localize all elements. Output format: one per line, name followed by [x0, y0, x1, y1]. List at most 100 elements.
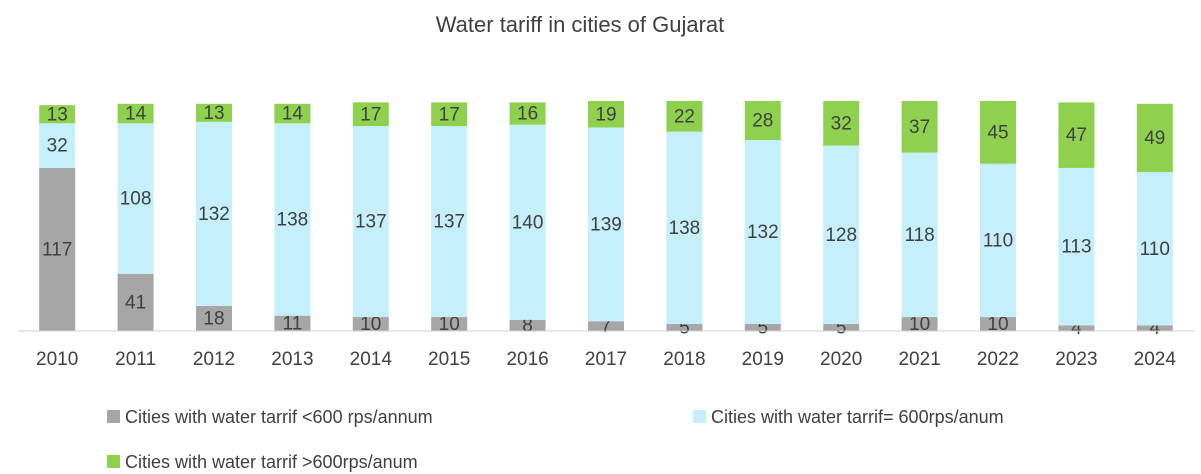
legend-label: Cities with water tarrif= 600rps/anum	[711, 407, 1004, 427]
bar-segment	[980, 317, 1016, 331]
bar-segment	[431, 102, 468, 127]
x-tick-label: 2024	[1134, 349, 1177, 370]
data-label: 132	[198, 204, 230, 225]
bar-segment	[509, 124, 546, 320]
data-label: 28	[752, 111, 773, 132]
legend-swatch	[107, 455, 120, 468]
data-label: 132	[747, 222, 779, 243]
x-tick-label: 2020	[820, 349, 862, 370]
bar-segment	[588, 321, 624, 331]
data-label: 137	[433, 212, 465, 233]
bar-segment	[666, 101, 703, 132]
chart-title: Water tariff in cities of Gujarat	[436, 12, 725, 37]
bar-segment	[744, 101, 781, 141]
bar-segment	[744, 324, 781, 331]
data-label: 10	[909, 314, 930, 335]
data-label: 140	[512, 212, 544, 233]
bar-segment	[117, 273, 154, 331]
bar-segment	[901, 152, 938, 318]
bar-segment	[666, 324, 703, 331]
x-tick-label: 2023	[1055, 349, 1097, 370]
x-tick-label: 2013	[271, 349, 313, 370]
bar-segment	[588, 101, 624, 128]
data-label: 19	[595, 104, 616, 125]
data-label: 10	[987, 314, 1008, 335]
bar-segment	[196, 103, 232, 122]
data-label: 41	[125, 292, 146, 313]
x-tick-label: 2016	[506, 349, 548, 370]
data-label: 37	[909, 117, 930, 138]
data-label: 110	[983, 230, 1013, 251]
bar-segment	[1136, 325, 1173, 331]
bar-segment	[1058, 102, 1095, 168]
bar-segment	[1136, 103, 1173, 173]
bar-segment	[196, 305, 232, 331]
data-label: 11	[283, 313, 303, 334]
data-label: 139	[590, 214, 622, 235]
data-label: 138	[669, 218, 701, 239]
bar-segment	[431, 317, 468, 331]
bar-segment	[117, 103, 154, 124]
bar-segment	[196, 121, 232, 306]
x-tick-label: 2011	[115, 349, 156, 370]
data-label: 18	[203, 308, 224, 329]
legend-swatch	[693, 410, 706, 423]
x-tick-label: 2017	[585, 349, 627, 370]
data-label: 10	[360, 314, 381, 335]
data-label: 7	[601, 316, 612, 337]
bar-segment	[666, 131, 703, 325]
bar-segment	[509, 319, 546, 331]
data-label: 32	[47, 136, 68, 157]
data-label: 17	[439, 104, 460, 125]
x-tick-label: 2022	[977, 349, 1019, 370]
bar-segment	[901, 317, 938, 331]
bar-segment	[1058, 325, 1095, 331]
x-tick-label: 2014	[350, 349, 393, 370]
bar-segment	[39, 167, 76, 331]
bar-segment	[823, 324, 860, 331]
data-label: 118	[904, 225, 934, 246]
data-label: 32	[831, 113, 852, 134]
data-label: 113	[1061, 237, 1091, 258]
data-label: 22	[674, 106, 695, 127]
legend-label: Cities with water tarrif >600rps/anum	[125, 452, 418, 472]
data-label: 14	[282, 104, 304, 125]
bar-segment	[352, 317, 389, 331]
bar-segment	[274, 123, 311, 316]
data-label: 49	[1144, 128, 1165, 149]
data-label: 5	[836, 318, 847, 339]
bar-segment	[1058, 167, 1095, 326]
data-label: 5	[679, 318, 690, 339]
data-label: 4	[1150, 318, 1161, 339]
data-label: 128	[825, 225, 857, 246]
data-label: 5	[758, 318, 769, 339]
bar-segment	[980, 163, 1016, 318]
data-label: 110	[1140, 239, 1170, 260]
x-tick-label: 2015	[428, 349, 470, 370]
data-label: 47	[1066, 125, 1087, 146]
bar-segment	[980, 101, 1016, 164]
bar-segment	[352, 102, 389, 127]
bar-segment	[823, 101, 860, 146]
bar-segment	[274, 315, 311, 331]
data-label: 8	[522, 315, 533, 336]
data-label: 10	[439, 314, 460, 335]
x-tick-label: 2021	[898, 349, 940, 370]
legend-swatch	[107, 410, 120, 423]
bar-segment	[1136, 172, 1173, 326]
data-label: 138	[277, 210, 309, 231]
x-tick-label: 2019	[742, 349, 784, 370]
x-tick-label: 2012	[193, 349, 235, 370]
data-label: 108	[120, 189, 152, 210]
data-label: 45	[987, 122, 1008, 143]
bar-segment	[823, 145, 860, 325]
x-tick-label: 2018	[663, 349, 705, 370]
bar-segment	[39, 123, 76, 168]
bar-segment	[39, 105, 76, 124]
bar-segment	[352, 126, 389, 318]
data-label: 17	[360, 104, 381, 125]
legend-label: Cities with water tarrif <600 rps/annum	[125, 407, 433, 427]
data-label: 14	[125, 104, 147, 125]
x-tick-label: 2010	[36, 349, 78, 370]
